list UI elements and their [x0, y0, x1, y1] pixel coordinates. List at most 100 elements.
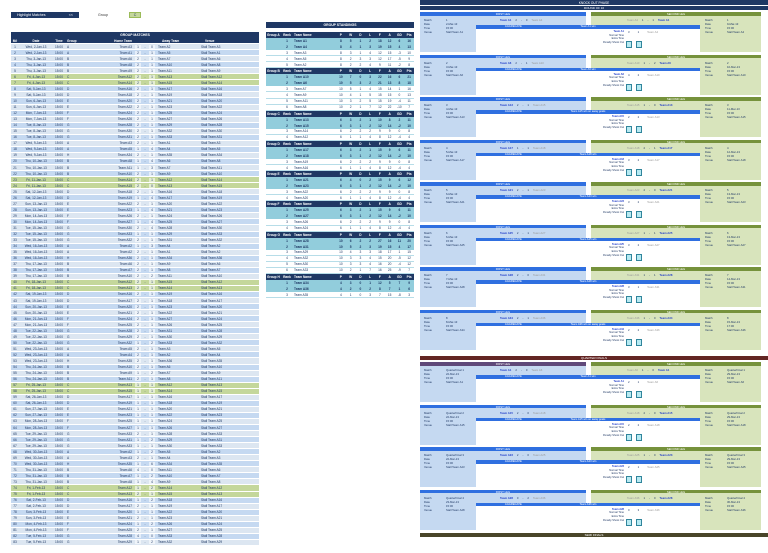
away-score-input[interactable]: 1 [149, 50, 155, 55]
away-score-input[interactable]: 2 [149, 437, 155, 442]
away-score-input[interactable]: 1 [149, 123, 155, 128]
away-score-input[interactable]: 1 [149, 117, 155, 122]
away-score-input[interactable]: 4 [149, 479, 155, 484]
home-score-input[interactable]: 1 [135, 407, 141, 412]
home-score-input[interactable]: 2 [643, 145, 646, 150]
away-score-input[interactable]: 2 [149, 274, 155, 279]
home-score-input[interactable]: 1 [643, 230, 646, 235]
home-score-input[interactable]: 2 [515, 18, 517, 22]
home-score-input[interactable]: 2 [515, 60, 517, 65]
away-score-input[interactable]: 0 [525, 18, 528, 22]
home-score-input[interactable]: 1 [135, 522, 141, 527]
home-score-input[interactable]: 2 [135, 68, 141, 73]
away-score-input[interactable]: 0 [653, 103, 656, 107]
home-score-input[interactable]: 2 [135, 377, 141, 382]
home-score-input[interactable]: 2 [135, 286, 141, 291]
away-score-input[interactable]: 1 [149, 528, 155, 533]
away-score-input[interactable]: 1 [149, 98, 155, 103]
away-score-input[interactable]: 1 [527, 103, 529, 107]
home-score-input[interactable]: 1 [135, 44, 141, 49]
away-score-input[interactable]: 1 [149, 504, 155, 509]
away-score-input[interactable]: 1 [149, 377, 155, 382]
away-score-input[interactable]: 1 [149, 62, 155, 67]
away-score-input[interactable]: 0 [149, 467, 155, 472]
away-score-input[interactable]: 1 [149, 201, 155, 206]
home-score-input[interactable]: 2 [135, 171, 141, 176]
away-score-input[interactable]: 2 [653, 60, 656, 65]
away-score-input[interactable]: 1 [149, 80, 155, 85]
home-score-input[interactable]: 1 [135, 395, 141, 400]
home-score-input[interactable]: 2 [516, 103, 519, 107]
away-score-input[interactable]: 2 [149, 449, 155, 454]
away-score-input[interactable]: 4 [149, 147, 155, 152]
away-score-input[interactable]: 1 [149, 129, 155, 134]
away-score-input[interactable]: 1 [149, 256, 155, 261]
home-score-input[interactable]: 2 [135, 516, 141, 521]
away-score-input[interactable]: 1 [149, 68, 155, 73]
penalty-home-input[interactable] [626, 211, 632, 218]
group-selector[interactable]: C [129, 12, 141, 18]
penalty-home-input[interactable] [626, 168, 632, 176]
away-score-input[interactable]: 1 [149, 316, 155, 321]
away-score-input[interactable]: 2 [149, 371, 155, 376]
penalty-away-input[interactable] [636, 168, 642, 176]
away-score-input[interactable]: 1 [149, 455, 155, 460]
home-score-input[interactable]: 2 [135, 74, 141, 79]
away-score-input[interactable]: 0 [653, 188, 656, 192]
penalty-home-input[interactable] [626, 83, 632, 91]
penalty-away-input[interactable] [636, 296, 642, 303]
home-score-input[interactable]: 2 [135, 123, 141, 128]
penalty-away-input[interactable] [636, 253, 642, 261]
home-score-input[interactable]: 2 [135, 62, 141, 67]
home-score-input[interactable]: 1 [135, 207, 141, 212]
penalty-home-input[interactable] [626, 476, 632, 483]
penalty-home-input[interactable] [626, 296, 632, 303]
away-score-input[interactable]: 1 [149, 280, 155, 285]
away-score-input[interactable]: 1 [149, 419, 155, 424]
away-score-input[interactable]: 1 [149, 346, 155, 351]
away-score-input[interactable]: 1 [149, 298, 155, 303]
home-score-input[interactable]: 2 [516, 230, 519, 235]
home-score-input[interactable]: 1 [135, 244, 141, 249]
home-score-input[interactable]: 4 [135, 467, 141, 472]
highlight-matches-button[interactable]: Highlight Matches << [11, 12, 79, 18]
penalty-home-input[interactable] [626, 391, 632, 398]
away-score-input[interactable]: 1 [149, 153, 155, 158]
home-score-input[interactable]: 2 [135, 359, 141, 363]
penalty-home-input[interactable] [626, 41, 632, 48]
away-score-input[interactable]: 1 [149, 232, 155, 237]
home-score-input[interactable]: 2 [135, 213, 141, 218]
away-score-input[interactable]: 1 [149, 177, 155, 182]
away-score-input[interactable]: 1 [149, 431, 155, 436]
home-score-input[interactable]: 2 [135, 322, 141, 327]
away-score-input[interactable]: 1 [149, 92, 155, 97]
away-score-input[interactable]: 1 [149, 334, 155, 339]
penalty-home-input[interactable] [626, 433, 632, 441]
home-score-input[interactable]: 2 [135, 310, 141, 315]
home-score-input[interactable]: 1 [135, 383, 141, 388]
home-score-input[interactable]: 2 [516, 315, 519, 320]
home-score-input[interactable]: 2 [516, 410, 519, 415]
penalty-home-input[interactable] [626, 253, 632, 261]
home-score-input[interactable]: 2 [515, 368, 517, 372]
home-score-input[interactable]: 1 [641, 18, 644, 22]
home-score-input[interactable]: 2 [135, 334, 141, 339]
home-score-input[interactable]: 1 [641, 368, 644, 372]
away-score-input[interactable]: 3 [149, 244, 155, 249]
away-score-input[interactable]: 2 [149, 340, 155, 345]
home-score-input[interactable]: 2 [135, 352, 141, 357]
home-score-input[interactable]: 2 [135, 153, 141, 158]
home-score-input[interactable]: 2 [135, 256, 141, 261]
away-score-input[interactable]: 0 [653, 453, 656, 457]
away-score-input[interactable]: 1 [149, 401, 155, 406]
home-score-input[interactable]: 1 [135, 479, 141, 484]
home-score-input[interactable]: 2 [643, 410, 646, 415]
home-score-input[interactable]: 4 [135, 534, 141, 539]
away-score-input[interactable]: 0 [149, 44, 155, 49]
away-score-input[interactable]: 1 [652, 18, 654, 22]
home-score-input[interactable]: 1 [135, 232, 141, 237]
home-score-input[interactable]: 1 [643, 103, 646, 107]
home-score-input[interactable]: 1 [135, 461, 141, 466]
home-score-input[interactable]: 2 [135, 238, 141, 243]
home-score-input[interactable]: 2 [135, 141, 141, 146]
